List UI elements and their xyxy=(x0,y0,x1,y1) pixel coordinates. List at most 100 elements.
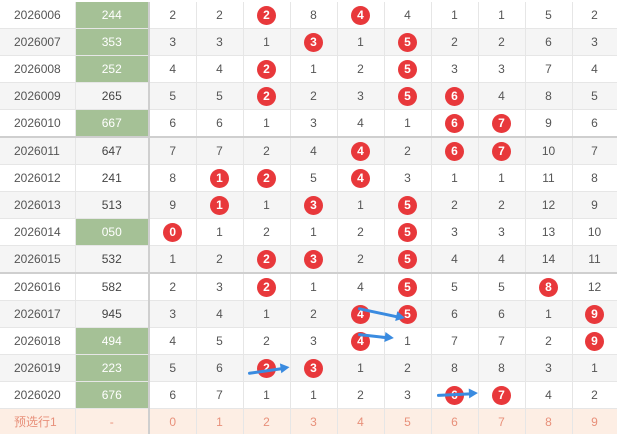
hit-ball: 0 xyxy=(163,223,182,242)
hit-ball: 1 xyxy=(210,169,229,188)
hit-ball: 6 xyxy=(445,142,464,161)
digit-cell: 3 xyxy=(290,355,337,382)
draw-number-cell: 353 xyxy=(75,29,149,56)
digit-cell: 2 xyxy=(337,246,384,274)
draw-number-cell: 494 xyxy=(75,328,149,355)
digit-cell: 1 xyxy=(337,192,384,219)
draw-number-cell: 647 xyxy=(75,137,149,165)
digit-cell: 5 xyxy=(572,83,617,110)
issue-cell: 2026017 xyxy=(0,301,75,328)
footer-digit[interactable]: 9 xyxy=(572,409,617,434)
digit-cell: 5 xyxy=(384,246,431,274)
digit-cell: 5 xyxy=(525,2,572,29)
digit-cell: 6 xyxy=(149,110,196,138)
digit-cell: 6 xyxy=(431,301,478,328)
digit-cell: 5 xyxy=(478,273,525,301)
digit-cell: 4 xyxy=(337,137,384,165)
digit-cell: 5 xyxy=(384,273,431,301)
footer-digit[interactable]: 8 xyxy=(525,409,572,434)
digit-cell: 1 xyxy=(290,273,337,301)
digit-cell: 1 xyxy=(243,110,290,138)
digit-cell: 1 xyxy=(196,219,243,246)
digit-cell: 8 xyxy=(290,2,337,29)
hit-ball: 2 xyxy=(257,87,276,106)
digit-cell: 1 xyxy=(290,382,337,409)
digit-cell: 1 xyxy=(243,29,290,56)
digit-cell: 11 xyxy=(572,246,617,274)
digit-cell: 14 xyxy=(525,246,572,274)
footer-digit[interactable]: 4 xyxy=(337,409,384,434)
digit-cell: 13 xyxy=(525,219,572,246)
digit-cell: 7 xyxy=(478,110,525,138)
digit-cell: 1 xyxy=(149,246,196,274)
digit-cell: 3 xyxy=(384,382,431,409)
hit-ball: 4 xyxy=(351,169,370,188)
hit-ball: 2 xyxy=(257,169,276,188)
digit-cell: 2 xyxy=(243,273,290,301)
hit-ball: 2 xyxy=(257,60,276,79)
footer-digit[interactable]: 6 xyxy=(431,409,478,434)
issue-cell: 2026013 xyxy=(0,192,75,219)
table-row: 20260206766711236742 xyxy=(0,382,617,409)
digit-cell: 2 xyxy=(384,137,431,165)
hit-ball: 7 xyxy=(492,386,511,405)
footer-digit[interactable]: 7 xyxy=(478,409,525,434)
digit-cell: 7 xyxy=(478,382,525,409)
hit-ball: 5 xyxy=(398,33,417,52)
digit-cell: 6 xyxy=(572,110,617,138)
digit-cell: 2 xyxy=(431,29,478,56)
issue-cell: 2026007 xyxy=(0,29,75,56)
digit-cell: 4 xyxy=(478,246,525,274)
digit-cell: 2 xyxy=(290,83,337,110)
footer-digit[interactable]: 1 xyxy=(196,409,243,434)
digit-cell: 7 xyxy=(196,382,243,409)
footer-digit[interactable]: 5 xyxy=(384,409,431,434)
footer-number: - xyxy=(75,409,149,434)
digit-cell: 3 xyxy=(290,110,337,138)
footer-digit[interactable]: 0 xyxy=(149,409,196,434)
digit-cell: 6 xyxy=(431,137,478,165)
issue-cell: 2026015 xyxy=(0,246,75,274)
footer-digit[interactable]: 3 xyxy=(290,409,337,434)
digit-cell: 9 xyxy=(149,192,196,219)
digit-cell: 5 xyxy=(384,83,431,110)
draw-number-cell: 513 xyxy=(75,192,149,219)
hit-ball: 6 xyxy=(445,114,464,133)
digit-cell: 8 xyxy=(525,83,572,110)
digit-cell: 6 xyxy=(431,110,478,138)
digit-cell: 4 xyxy=(290,137,337,165)
digit-cell: 8 xyxy=(149,165,196,192)
digit-cell: 8 xyxy=(431,355,478,382)
digit-cell: 3 xyxy=(149,301,196,328)
digit-cell: 3 xyxy=(290,29,337,56)
hit-ball: 9 xyxy=(585,305,604,324)
digit-cell: 2 xyxy=(337,56,384,83)
digit-cell: 2 xyxy=(290,301,337,328)
digit-cell: 6 xyxy=(149,382,196,409)
digit-cell: 7 xyxy=(431,328,478,355)
digit-cell: 5 xyxy=(384,29,431,56)
footer-digit[interactable]: 2 xyxy=(243,409,290,434)
digit-cell: 7 xyxy=(478,328,525,355)
digit-cell: 5 xyxy=(149,355,196,382)
digit-cell: 1 xyxy=(243,301,290,328)
digit-cell: 6 xyxy=(478,301,525,328)
digit-cell: 2 xyxy=(384,355,431,382)
draw-number-cell: 676 xyxy=(75,382,149,409)
digit-cell: 6 xyxy=(196,110,243,138)
digit-cell: 1 xyxy=(243,192,290,219)
digit-cell: 2 xyxy=(243,165,290,192)
hit-ball: 5 xyxy=(398,250,417,269)
issue-cell: 2026016 xyxy=(0,273,75,301)
digit-cell: 1 xyxy=(196,165,243,192)
digit-cell: 5 xyxy=(384,56,431,83)
hit-ball: 3 xyxy=(304,250,323,269)
digit-cell: 4 xyxy=(431,246,478,274)
